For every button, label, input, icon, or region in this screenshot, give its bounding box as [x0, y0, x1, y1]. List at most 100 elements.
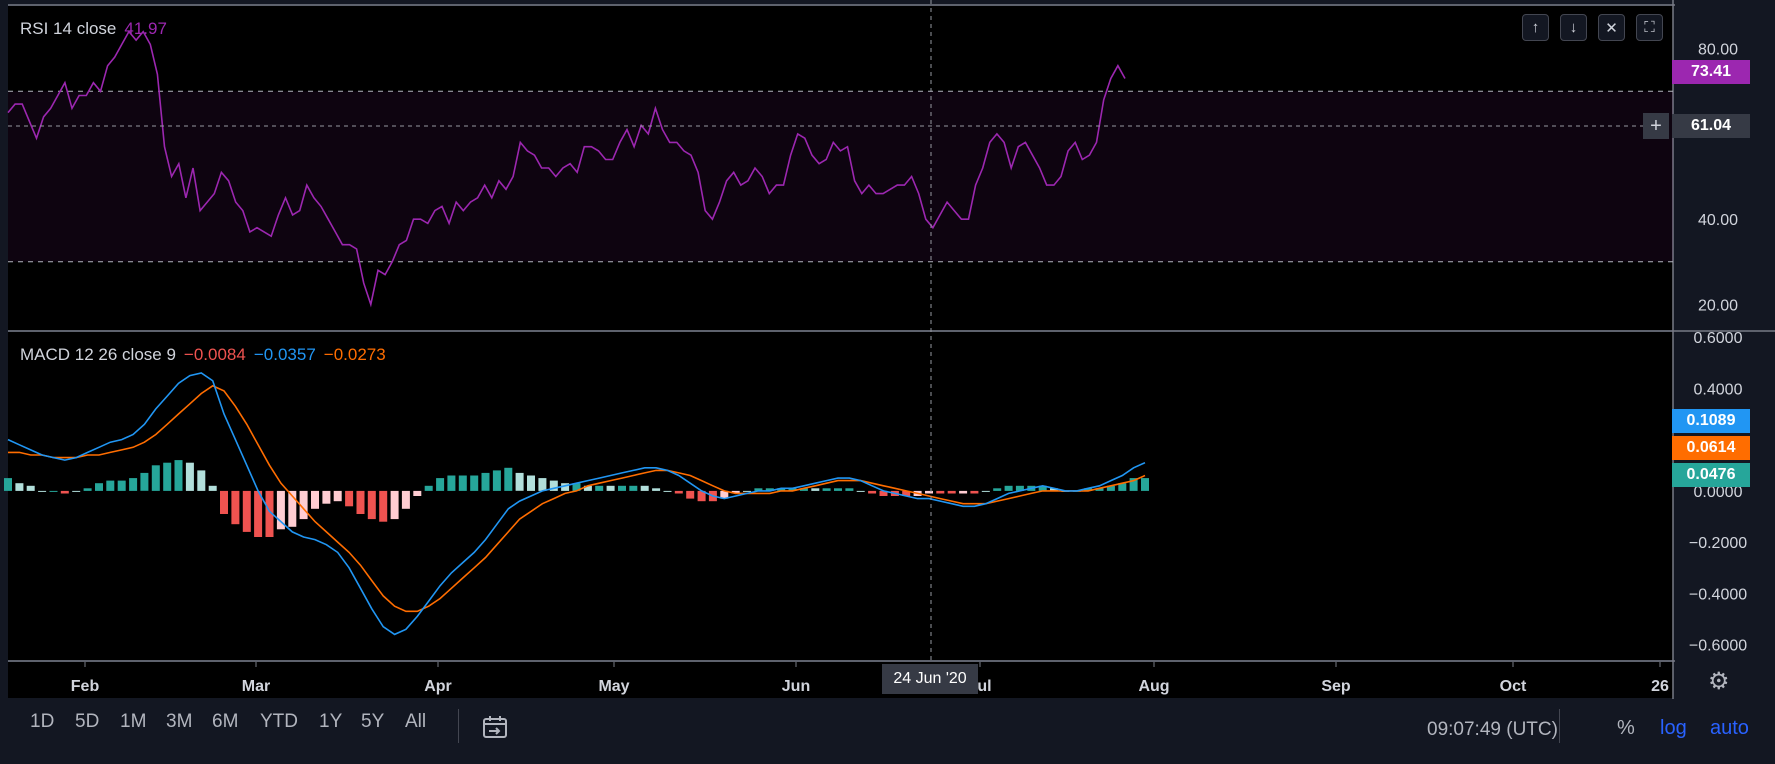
x-tick-label: Mar	[242, 678, 270, 695]
macd-histogram-bar	[220, 490, 228, 514]
macd-y-tick: 0.0000	[1694, 484, 1743, 501]
macd-histogram-bar	[333, 490, 342, 502]
macd-histogram-bar	[595, 485, 604, 491]
macd-line-value: −0.0357	[253, 345, 316, 364]
macd-histogram-bar	[106, 480, 115, 491]
macd-histogram-bar	[151, 465, 160, 491]
macd-histogram-bar	[743, 490, 751, 492]
timeframe-6m[interactable]: 6M	[212, 711, 239, 732]
arrow-up-icon: ↑	[1531, 19, 1540, 36]
macd-histogram-bar	[936, 490, 945, 494]
macd-y-tick: 0.4000	[1694, 381, 1743, 398]
macd-histogram-bar	[322, 490, 331, 504]
toolbar-divider-right	[1559, 709, 1560, 743]
rsi-title: RSI 14 close	[20, 19, 117, 38]
rsi-y-tick: 40.00	[1698, 212, 1738, 229]
timeframe-1d[interactable]: 1D	[30, 711, 55, 732]
log-scale-toggle[interactable]: log	[1660, 717, 1687, 739]
macd-histogram-bar	[538, 478, 547, 491]
macd-histogram-bar	[299, 490, 308, 520]
histogram-price-tag: 0.0476	[1672, 463, 1750, 487]
close-icon: ✕	[1605, 19, 1618, 37]
timeframe-1m[interactable]: 1M	[120, 711, 147, 732]
macd-hist-value: −0.0084	[183, 345, 246, 364]
macd-histogram-bar	[686, 490, 695, 499]
macd-histogram-bar	[265, 490, 274, 537]
x-tick-label: Feb	[71, 678, 100, 695]
timeframe-5d[interactable]: 5D	[75, 711, 100, 732]
utc-clock[interactable]: 09:07:49 (UTC)	[1427, 719, 1558, 740]
macd-histogram-bar	[856, 490, 865, 492]
rsi-legend: RSI 14 close 41.97	[20, 19, 167, 39]
date-range-icon[interactable]	[481, 714, 509, 745]
x-tick-label: May	[598, 678, 629, 695]
macd-title: MACD 12 26 close 9	[20, 345, 176, 364]
timeframe-3m[interactable]: 3M	[166, 711, 193, 732]
macd-histogram-bar	[1015, 485, 1024, 491]
macd-y-tick: 0.6000	[1694, 330, 1743, 347]
macd-histogram-bar	[515, 472, 524, 491]
timeframe-5y[interactable]: 5Y	[361, 711, 385, 732]
x-tick-label: Apr	[424, 678, 452, 695]
macd-y-tick: −0.2000	[1689, 535, 1747, 552]
histogram-last-value: 0.0476	[1686, 466, 1736, 483]
macd-histogram-bar	[95, 483, 103, 491]
macd-histogram-bar	[163, 462, 172, 491]
macd-histogram-bar	[424, 485, 433, 491]
macd-histogram-bar	[356, 490, 365, 514]
macd-histogram-bar	[834, 488, 842, 491]
macd-histogram-bar	[1106, 485, 1115, 491]
macd-histogram-bar	[72, 490, 81, 492]
macd-histogram-bar	[49, 490, 58, 492]
crosshair-date-label: 24 Jun '20	[882, 664, 978, 694]
macd-histogram-bar	[379, 490, 388, 522]
percent-scale-toggle[interactable]: %	[1617, 717, 1635, 739]
macd-histogram-bar	[1038, 485, 1047, 491]
macd-histogram-bar	[1050, 488, 1058, 491]
macd-histogram-bar	[925, 490, 933, 494]
x-tick-label: 26	[1651, 678, 1669, 695]
gear-icon[interactable]: ⚙	[1708, 668, 1730, 695]
rsi-cursor-price-tag: 61.04	[1672, 114, 1750, 138]
macd-histogram-bar	[811, 488, 820, 491]
add-alert-plus-icon[interactable]: +	[1643, 113, 1669, 139]
macd-histogram-bar	[1084, 488, 1093, 491]
close-pane-button[interactable]: ✕	[1598, 14, 1625, 41]
macd-histogram-bar	[822, 488, 831, 491]
maximize-pane-button[interactable]: ⛶	[1636, 14, 1663, 41]
macd-histogram-bar	[879, 490, 888, 496]
rsi-band-fill	[8, 91, 1673, 262]
x-tick-label: Aug	[1138, 678, 1169, 695]
macd-histogram-bar	[754, 488, 763, 491]
macd-signal-value: −0.0273	[323, 345, 386, 364]
arrow-down-icon: ↓	[1569, 19, 1578, 36]
timeframe-ytd[interactable]: YTD	[260, 711, 298, 732]
macd-histogram-bar	[470, 475, 479, 491]
macd-histogram-bar	[583, 485, 592, 491]
macd-histogram-bar	[970, 490, 979, 494]
macd-line-price-tag: 0.1089	[1672, 409, 1750, 433]
timeframe-all[interactable]: All	[405, 711, 427, 732]
maximize-icon: ⛶	[1644, 19, 1655, 36]
macd-histogram-bar	[4, 478, 12, 491]
axes: 80.00 40.00 20.00 0.6000 0.4000 0.0000 −0.2000…	[71, 42, 1747, 695]
macd-histogram-bar	[640, 485, 649, 491]
macd-histogram-bar	[674, 490, 683, 494]
calendar-arrow-icon	[483, 716, 507, 738]
macd-histogram-bar	[697, 490, 706, 502]
macd-histogram-bar	[436, 478, 445, 491]
macd-histogram-bar	[242, 490, 251, 532]
macd-histogram-bar	[777, 488, 786, 491]
macd-histogram-bar	[947, 490, 956, 494]
macd-line-last-value: 0.1089	[1686, 412, 1736, 429]
macd-histogram-bar	[185, 462, 194, 491]
move-pane-up-button[interactable]: ↑	[1522, 14, 1549, 41]
move-pane-down-button[interactable]: ↓	[1560, 14, 1587, 41]
timeframe-1y[interactable]: 1Y	[319, 711, 343, 732]
macd-histogram-bar	[549, 480, 558, 491]
auto-scale-toggle[interactable]: auto	[1710, 717, 1749, 739]
macd-histogram-bar	[731, 490, 740, 494]
macd-histogram-bar	[788, 488, 797, 491]
macd-y-tick: −0.4000	[1689, 586, 1747, 603]
